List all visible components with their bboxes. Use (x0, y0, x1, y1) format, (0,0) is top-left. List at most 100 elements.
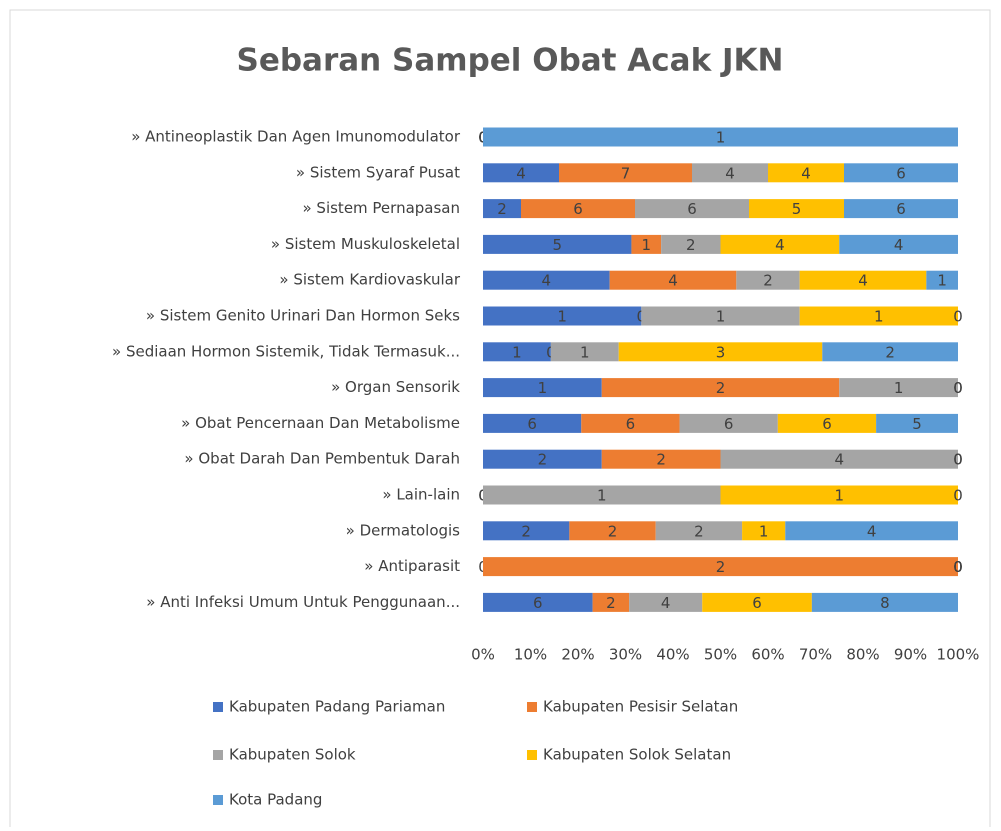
x-tick-label: 90% (894, 646, 927, 664)
bar-segment (844, 199, 958, 219)
legend-swatch (213, 795, 223, 805)
data-label: 6 (724, 415, 734, 433)
bar-segment (601, 378, 840, 398)
data-label: 1 (580, 343, 590, 361)
data-label: 2 (608, 522, 618, 540)
bar-segment (702, 592, 812, 612)
y-tick-label: » Antiparasit (364, 557, 460, 575)
data-label: 2 (538, 451, 548, 469)
data-label: 6 (896, 200, 906, 218)
bar-segment (720, 234, 840, 254)
bar-segment (679, 413, 778, 433)
data-label: 6 (896, 164, 906, 182)
bar-segment (749, 199, 844, 219)
data-label: 3 (716, 343, 726, 361)
data-label: 1 (937, 272, 947, 290)
data-label: 2 (497, 200, 507, 218)
data-label: 6 (752, 594, 762, 612)
bar-segment (483, 199, 521, 219)
bar-segment (569, 521, 656, 541)
data-label: 1 (642, 236, 652, 254)
bar-segment (618, 342, 823, 362)
bar-segment (483, 557, 958, 577)
data-label: 0 (953, 558, 963, 576)
x-tick-label: 50% (704, 646, 737, 664)
legend-label: Kabupaten Solok (229, 746, 356, 764)
data-label: 4 (801, 164, 811, 182)
bar-segment (641, 306, 800, 326)
data-label: 4 (542, 272, 552, 290)
bar-segment (692, 163, 768, 183)
data-label: 4 (725, 164, 735, 182)
data-label: 6 (533, 594, 543, 612)
y-tick-label: » Sistem Syaraf Pusat (296, 163, 460, 181)
data-label: 2 (716, 558, 726, 576)
data-label: 4 (516, 164, 526, 182)
data-label: 1 (874, 308, 884, 326)
data-label: 4 (867, 522, 877, 540)
legend-label: Kabupaten Solok Selatan (543, 746, 731, 764)
y-tick-label: » Antineoplastik Dan Agen Imunomodulator (131, 128, 461, 146)
data-label: 2 (521, 522, 531, 540)
data-label: 1 (759, 522, 769, 540)
bar-segment (629, 592, 703, 612)
data-label: 5 (912, 415, 922, 433)
y-tick-label: » Anti Infeksi Umum Untuk Penggunaan... (146, 593, 460, 611)
data-label: 0 (953, 558, 963, 576)
data-label: 1 (716, 129, 726, 147)
y-tick-label: » Sistem Kardiovaskular (279, 271, 460, 289)
data-label: 2 (606, 594, 616, 612)
data-label: 8 (880, 594, 890, 612)
bar-segment (799, 270, 927, 290)
bar-segment (720, 449, 958, 469)
bar-segment (785, 521, 958, 541)
bar-segment (483, 270, 610, 290)
data-label: 2 (694, 522, 704, 540)
data-label: 4 (668, 272, 678, 290)
data-label: 1 (716, 308, 726, 326)
bar-segment (483, 163, 559, 183)
bar-segment (661, 234, 721, 254)
data-label: 1 (894, 379, 904, 397)
bar-segment (483, 413, 582, 433)
y-tick-label: » Lain-lain (382, 486, 460, 504)
bar-segment (601, 449, 721, 469)
bar-segment (483, 127, 958, 147)
data-label: 5 (792, 200, 802, 218)
bar-segment (483, 306, 642, 326)
data-label: 1 (597, 487, 607, 505)
bar-segment (483, 592, 593, 612)
bar-segment (926, 270, 958, 290)
bar-segment (483, 378, 602, 398)
chart-title: Sebaran Sampel Obat Acak JKN (237, 43, 784, 79)
bar-segment (631, 234, 662, 254)
data-label: 0 (953, 451, 963, 469)
legend-label: Kabupaten Padang Pariaman (229, 698, 445, 716)
bar-segment (483, 521, 570, 541)
bar-segment (483, 342, 551, 362)
bar-segment (483, 449, 602, 469)
data-label: 6 (822, 415, 832, 433)
legend-swatch (527, 702, 537, 712)
bar-segment (720, 485, 958, 505)
legend-label: Kota Padang (229, 791, 322, 809)
bar-segment (799, 306, 958, 326)
y-tick-label: » Sistem Muskuloskeletal (271, 235, 460, 253)
bar-segment (736, 270, 800, 290)
data-label: 6 (626, 415, 636, 433)
bar-segment (609, 270, 737, 290)
data-label: 0 (953, 451, 963, 469)
y-tick-label: » Obat Darah Dan Pembentuk Darah (184, 450, 460, 468)
bar-segment (483, 234, 632, 254)
data-label: 2 (686, 236, 696, 254)
data-label: 6 (687, 200, 697, 218)
data-label: 0 (953, 379, 963, 397)
data-label: 1 (512, 343, 522, 361)
bar-segment (550, 342, 619, 362)
data-label: 0 (953, 487, 963, 505)
data-label: 1 (557, 308, 567, 326)
x-tick-label: 70% (799, 646, 832, 664)
x-tick-label: 20% (561, 646, 594, 664)
bar-segment (581, 413, 680, 433)
